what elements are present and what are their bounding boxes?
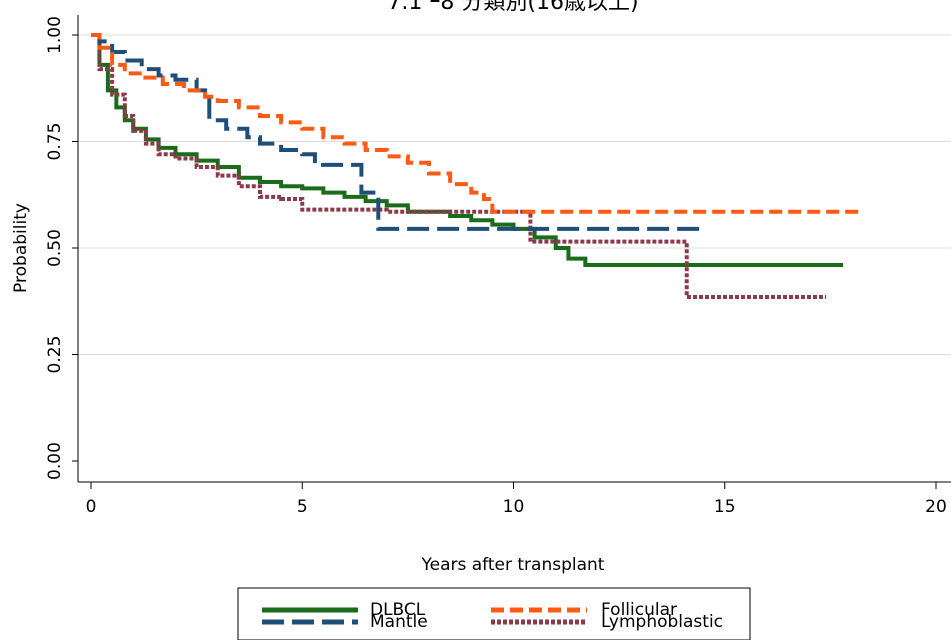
legend-label-dlbcl: DLBCL <box>370 600 426 620</box>
y-ticks: 0.00 0.25 0.50 0.75 1.00 <box>45 16 78 480</box>
series-line-dlbcl <box>91 33 844 268</box>
y-tick-label: 1.00 <box>45 16 65 54</box>
x-tick-label: 0 <box>86 497 97 517</box>
legend-label-mantle: Mantle <box>370 612 428 632</box>
x-axis-title: Years after transplant <box>421 555 605 575</box>
x-tick-label: 20 <box>925 497 947 517</box>
y-tick-label: 0.25 <box>45 336 65 374</box>
series-lines <box>91 33 860 299</box>
chart-title: 7.1 ｰ8 分類別(16歳以上) <box>387 0 638 15</box>
x-tick-label: 10 <box>503 497 525 517</box>
y-tick-label: 0.50 <box>45 229 65 267</box>
series-line-mantle <box>91 33 704 231</box>
legend-box <box>237 587 751 640</box>
x-tick-label: 15 <box>714 497 736 517</box>
x-tick-label: 5 <box>297 497 308 517</box>
series-line-lymphoblastic <box>91 33 827 299</box>
legend: DLBCL Follicular Mantle Lymphoblastic <box>237 587 751 640</box>
y-axis-title: Probability <box>11 203 31 293</box>
x-ticks: 0 5 10 15 20 <box>86 482 947 517</box>
gridlines <box>78 34 951 355</box>
legend-label-lymphoblastic: Lymphoblastic <box>601 612 723 632</box>
y-tick-label: 0.00 <box>45 442 65 480</box>
series-line-follicular <box>91 33 860 214</box>
y-tick-label: 0.75 <box>45 123 65 161</box>
legend-label-follicular: Follicular <box>601 600 677 620</box>
